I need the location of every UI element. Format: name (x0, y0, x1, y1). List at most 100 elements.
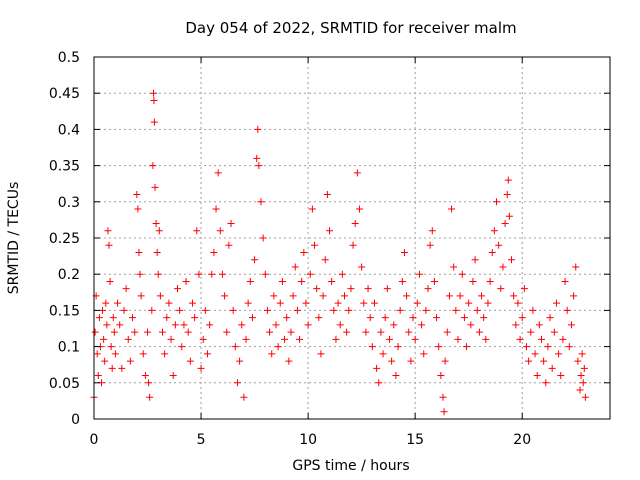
data-point (512, 321, 520, 329)
data-point (497, 285, 505, 293)
chart-title: Day 054 of 2022, SRMTID for receiver mal… (185, 19, 516, 37)
data-point (165, 299, 173, 307)
y-tick-label: 0.2 (58, 267, 80, 283)
data-point (561, 277, 569, 285)
data-point (475, 328, 483, 336)
data-point (116, 321, 124, 329)
data-point (263, 306, 271, 314)
data-point (456, 292, 464, 300)
data-point (360, 299, 368, 307)
data-point (281, 335, 289, 343)
x-axis-ticks: 0 5 10 15 20 (90, 57, 531, 448)
data-point (570, 292, 578, 300)
data-point (274, 343, 282, 351)
data-point (306, 270, 314, 278)
data-points (90, 89, 589, 416)
data-point (229, 306, 237, 314)
data-point (195, 270, 203, 278)
data-point (259, 234, 267, 242)
data-point (420, 350, 428, 358)
data-point (413, 299, 421, 307)
y-tick-label: 0.1 (58, 340, 80, 356)
data-point (153, 248, 161, 256)
data-point (394, 343, 402, 351)
data-point (218, 270, 226, 278)
data-point (118, 364, 126, 372)
data-point (567, 321, 575, 329)
data-point (257, 198, 265, 206)
y-tick-label: 0.15 (49, 303, 80, 319)
data-point (161, 350, 169, 358)
y-tick-label: 0.05 (49, 376, 80, 392)
data-point (364, 285, 372, 293)
data-point (469, 277, 477, 285)
data-point (574, 357, 582, 365)
data-point (353, 169, 361, 177)
data-point (105, 241, 113, 249)
data-point (488, 248, 496, 256)
data-point (182, 277, 190, 285)
data-point (426, 241, 434, 249)
data-point (522, 343, 530, 351)
data-point (520, 285, 528, 293)
data-point (203, 350, 211, 358)
data-point (467, 321, 475, 329)
data-point (104, 227, 112, 235)
data-point (358, 263, 366, 271)
data-point (482, 335, 490, 343)
data-point (99, 306, 107, 314)
data-point (577, 372, 585, 380)
data-point (149, 162, 157, 170)
data-point (188, 299, 196, 307)
data-point (548, 364, 556, 372)
data-point (246, 277, 254, 285)
x-tick-label: 20 (513, 432, 531, 448)
data-point (443, 328, 451, 336)
data-point (255, 162, 263, 170)
data-point (400, 248, 408, 256)
data-point (315, 314, 323, 322)
data-point (370, 299, 378, 307)
data-point (529, 306, 537, 314)
y-axis-ticks: 0 0.05 0.1 0.15 0.2 0.25 0.3 0.35 0.4 0.45 0.5 (49, 50, 610, 428)
data-point (347, 285, 355, 293)
grid-lines (94, 57, 610, 419)
data-point (403, 292, 411, 300)
data-point (93, 350, 101, 358)
y-tick-label: 0.45 (49, 86, 80, 102)
data-point (103, 321, 111, 329)
data-point (349, 241, 357, 249)
data-point (362, 328, 370, 336)
data-point (169, 372, 177, 380)
data-point (493, 198, 501, 206)
data-point (94, 372, 102, 380)
data-point (407, 357, 415, 365)
data-point (351, 220, 359, 228)
data-point (313, 285, 321, 293)
data-point (106, 277, 114, 285)
data-point (531, 350, 539, 358)
data-point (199, 335, 207, 343)
data-point (379, 350, 387, 358)
data-point (227, 220, 235, 228)
data-point (287, 328, 295, 336)
data-point (546, 314, 554, 322)
data-point (317, 350, 325, 358)
data-point (486, 277, 494, 285)
data-point (293, 306, 301, 314)
data-point (155, 227, 163, 235)
data-point (424, 285, 432, 293)
data-point (422, 306, 430, 314)
data-point (289, 292, 297, 300)
data-point (300, 248, 308, 256)
data-point (458, 270, 466, 278)
data-point (478, 292, 486, 300)
data-point (579, 379, 587, 387)
data-point (415, 270, 423, 278)
data-point (518, 314, 526, 322)
data-point (341, 292, 349, 300)
data-point (581, 393, 589, 401)
data-point (122, 285, 130, 293)
data-point (268, 350, 276, 358)
